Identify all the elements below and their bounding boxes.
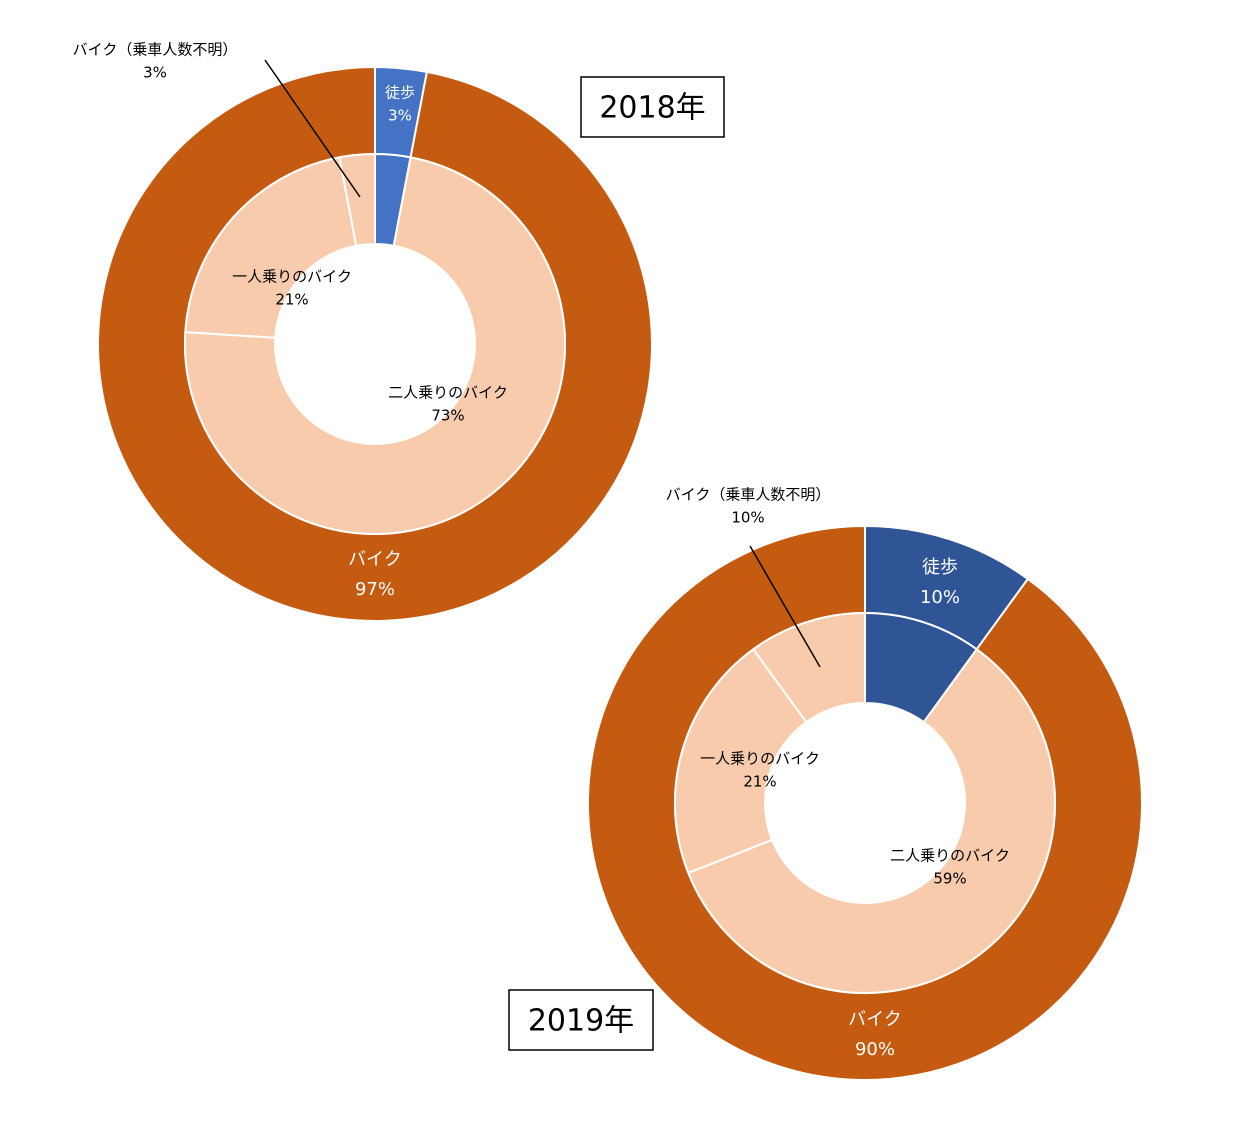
outer-value-label: 97% (355, 579, 395, 600)
outer-slice (587, 524, 1143, 1081)
inner-value-label: 21% (275, 291, 308, 309)
title-box (580, 76, 725, 138)
leader-line (749, 545, 821, 668)
leader-line (264, 59, 361, 198)
inner-category-label: バイク（乗車人数不明） (666, 486, 831, 504)
inner-slice (687, 647, 1056, 994)
outer-value-label: 90% (855, 1039, 895, 1060)
title-box (508, 989, 654, 1051)
outer-value-label: 3% (388, 107, 412, 125)
chart-title: 2019年 (528, 1004, 634, 1039)
outer-category-label: 徒歩 (922, 557, 958, 578)
chart-title: 2018年 (599, 91, 705, 126)
inner-slice (751, 611, 866, 724)
outer-category-label: バイク (848, 1009, 902, 1030)
inner-category-label: 一人乗りのバイク (700, 750, 820, 768)
outer-category-label: 徒歩 (385, 84, 415, 102)
inner-category-label: 二人乗りのバイク (890, 847, 1010, 865)
inner-value-label: 3% (143, 64, 167, 82)
inner-slice (184, 156, 358, 339)
inner-value-label: 21% (743, 773, 776, 791)
outer-slice (97, 65, 653, 622)
inner-slice (184, 156, 566, 535)
outer-category-label: バイク (348, 549, 402, 570)
outer-value-label: 10% (920, 587, 960, 608)
inner-category-label: バイク（乗車人数不明） (73, 41, 238, 59)
inner-category-label: 一人乗りのバイク (232, 268, 352, 286)
inner-value-label: 10% (731, 509, 764, 527)
inner-slice (338, 152, 376, 247)
inner-category-label: 二人乗りのバイク (388, 384, 508, 402)
inner-value-label: 73% (431, 407, 464, 425)
inner-slice (674, 647, 808, 875)
inner-value-label: 59% (933, 870, 966, 888)
